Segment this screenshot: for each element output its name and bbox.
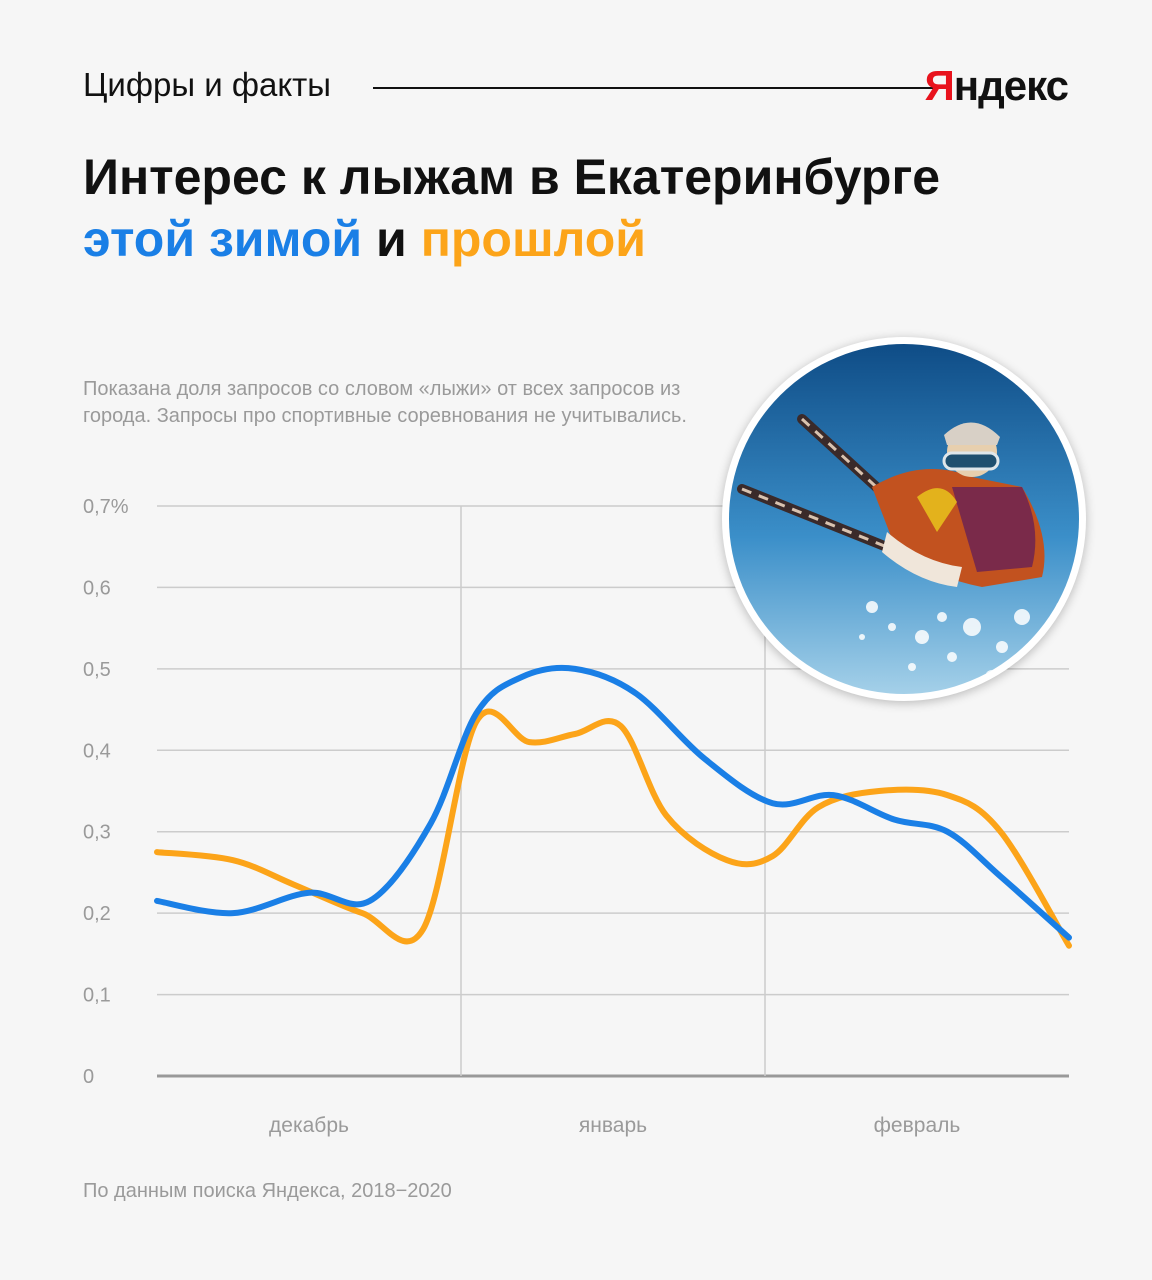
y-tick-label: 0,1	[83, 985, 111, 1007]
series-line-last-winter	[154, 708, 1072, 949]
header: Цифры и факты Яндекс	[83, 62, 1073, 112]
header-divider	[373, 87, 943, 89]
yandex-logo[interactable]: Яндекс	[924, 62, 1069, 110]
y-tick-label: 0	[83, 1066, 94, 1088]
series-line-this-winter	[154, 664, 1072, 941]
legend-this-winter: этой зимой	[83, 211, 363, 267]
source-note: По данным поиска Яндекса, 2018−2020	[83, 1180, 452, 1202]
title-conjunction: и	[362, 211, 421, 267]
skier-photo-icon	[722, 337, 1086, 701]
page-title: Интерес к лыжам в Екатеринбурге этой зим…	[83, 146, 940, 270]
title-line-2: этой зимой и прошлой	[83, 208, 940, 270]
skier-illustration	[729, 344, 1079, 694]
y-tick-label: 0,3	[83, 822, 111, 844]
x-month-label: январь	[579, 1114, 647, 1137]
line-chart: 0 0,1 0,2 0,3 0,4 0,5 0,6 0,7% декабрь январь февр…	[83, 496, 1072, 1137]
y-tick-label: 0,7%	[83, 496, 129, 518]
chart-note: Показана доля запросов со словом «лыжи» …	[83, 378, 687, 427]
y-tick-label: 0,2	[83, 903, 111, 925]
legend-last-winter: прошлой	[420, 211, 647, 267]
logo-first-letter: Я	[924, 62, 955, 109]
section-title: Цифры и факты	[83, 66, 331, 103]
y-tick-label: 0,5	[83, 659, 111, 681]
title-line-1: Интерес к лыжам в Екатеринбурге	[83, 149, 941, 205]
x-month-label: декабрь	[269, 1114, 349, 1137]
logo-rest: ндекс	[953, 62, 1069, 109]
x-month-label: февраль	[874, 1114, 961, 1137]
y-tick-label: 0,4	[83, 740, 111, 762]
y-tick-label: 0,6	[83, 577, 111, 599]
